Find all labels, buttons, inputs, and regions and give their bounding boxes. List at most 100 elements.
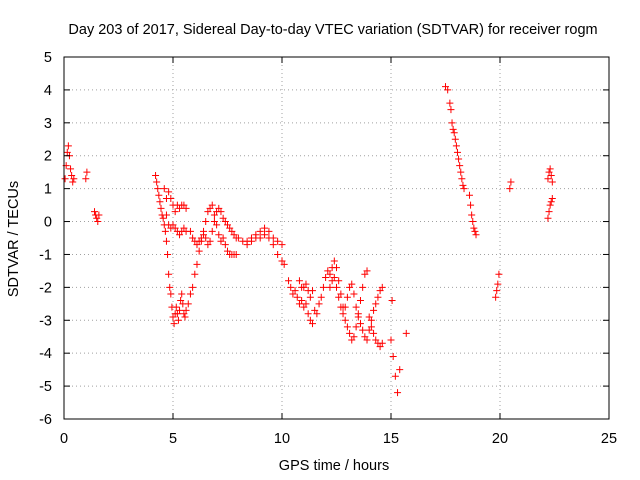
data-point-0-14 bbox=[94, 218, 102, 226]
data-point-0-207 bbox=[378, 339, 386, 347]
data-point-0-210 bbox=[391, 372, 399, 380]
data-point-0-10 bbox=[83, 168, 91, 176]
data-point-0-186 bbox=[348, 280, 356, 288]
data-point-0-197 bbox=[372, 300, 380, 308]
data-point-0-169 bbox=[350, 333, 358, 341]
chart-title: Day 203 of 2017, Sidereal Day-to-day VTE… bbox=[68, 22, 597, 38]
data-point-0-143 bbox=[309, 320, 317, 328]
data-point-0-249 bbox=[544, 175, 552, 183]
data-point-0-243 bbox=[507, 178, 515, 186]
x-axis-label: GPS time / hours bbox=[279, 458, 389, 474]
data-point-0-158 bbox=[326, 270, 334, 278]
data-point-0-246 bbox=[546, 201, 554, 209]
data-point-0-16 bbox=[152, 171, 160, 179]
data-point-0-28 bbox=[165, 270, 173, 278]
data-point-0-103 bbox=[217, 208, 225, 216]
data-point-0-141 bbox=[304, 310, 312, 318]
data-point-0-127 bbox=[265, 234, 273, 242]
data-point-0-156 bbox=[322, 273, 330, 281]
data-point-0-226 bbox=[456, 162, 464, 170]
data-points bbox=[61, 83, 556, 397]
data-point-0-245 bbox=[545, 208, 553, 216]
data-point-0-198 bbox=[374, 293, 382, 301]
data-point-0-213 bbox=[388, 297, 396, 305]
data-point-0-202 bbox=[367, 323, 375, 331]
y-tick-label-7: 1 bbox=[44, 182, 52, 198]
data-point-0-242 bbox=[506, 185, 514, 193]
data-point-0-175 bbox=[363, 267, 371, 275]
data-point-0-38 bbox=[176, 306, 184, 314]
data-point-0-37 bbox=[174, 316, 182, 324]
data-point-0-235 bbox=[470, 224, 478, 232]
data-point-0-117 bbox=[261, 224, 269, 232]
data-point-0-121 bbox=[278, 241, 286, 249]
data-point-0-49 bbox=[193, 260, 201, 268]
data-point-0-193 bbox=[363, 336, 371, 344]
data-point-0-154 bbox=[317, 293, 325, 301]
data-point-0-45 bbox=[184, 300, 192, 308]
data-point-0-8 bbox=[70, 175, 78, 183]
x-axis-tick-labels: 0 5 10 15 20 25 bbox=[60, 431, 617, 447]
data-point-0-236 bbox=[471, 227, 479, 235]
data-point-0-35 bbox=[172, 303, 180, 311]
data-point-0-71 bbox=[167, 195, 175, 203]
data-point-0-241 bbox=[495, 270, 503, 278]
x-tick-label-1: 5 bbox=[169, 431, 177, 447]
data-point-0-221 bbox=[450, 129, 458, 137]
data-point-0-53 bbox=[202, 218, 210, 226]
data-point-0-44 bbox=[182, 306, 190, 314]
data-point-0-48 bbox=[191, 270, 199, 278]
data-point-0-148 bbox=[302, 280, 310, 288]
data-point-0-223 bbox=[452, 142, 460, 150]
data-point-0-21 bbox=[157, 204, 165, 212]
data-point-0-252 bbox=[547, 171, 555, 179]
data-point-0-190 bbox=[356, 320, 364, 328]
data-point-0-17 bbox=[153, 178, 161, 186]
y-tick-label-1: -5 bbox=[39, 379, 52, 395]
data-point-0-26 bbox=[162, 237, 170, 245]
data-point-0-73 bbox=[171, 208, 179, 216]
data-point-0-152 bbox=[313, 310, 321, 318]
data-point-0-150 bbox=[306, 293, 314, 301]
data-point-0-220 bbox=[449, 125, 457, 133]
data-point-0-151 bbox=[309, 287, 317, 295]
data-point-0-128 bbox=[269, 241, 277, 249]
data-point-0-132 bbox=[285, 277, 293, 285]
data-point-0-237 bbox=[472, 231, 480, 239]
data-point-0-160 bbox=[330, 257, 338, 265]
data-point-0-67 bbox=[232, 250, 240, 258]
data-point-0-178 bbox=[330, 273, 338, 281]
data-point-0-173 bbox=[359, 283, 367, 291]
data-point-0-18 bbox=[154, 185, 162, 193]
data-point-0-251 bbox=[546, 165, 554, 173]
data-point-0-248 bbox=[548, 195, 556, 203]
data-point-0-50 bbox=[195, 247, 203, 255]
data-point-0-228 bbox=[458, 175, 466, 183]
data-point-0-183 bbox=[341, 303, 349, 311]
data-point-0-247 bbox=[547, 198, 555, 206]
data-point-0-40 bbox=[178, 290, 186, 298]
x-tick-label-5: 25 bbox=[601, 431, 617, 447]
data-point-0-200 bbox=[378, 283, 386, 291]
plot-frame bbox=[63, 56, 610, 420]
data-point-0-27 bbox=[164, 250, 172, 258]
y-tick-label-6: 0 bbox=[44, 215, 52, 231]
data-point-0-162 bbox=[335, 277, 343, 285]
data-point-0-166 bbox=[343, 323, 351, 331]
data-point-0-129 bbox=[274, 250, 282, 258]
data-point-0-47 bbox=[189, 283, 197, 291]
y-tick-label-10: 4 bbox=[44, 83, 52, 99]
data-point-0-218 bbox=[447, 106, 455, 114]
data-point-0-100 bbox=[210, 218, 218, 226]
data-point-0-116 bbox=[256, 227, 264, 235]
data-point-0-188 bbox=[352, 303, 360, 311]
data-point-0-99 bbox=[208, 227, 216, 235]
data-point-0-229 bbox=[459, 181, 467, 189]
data-point-0-222 bbox=[451, 135, 459, 143]
data-point-0-46 bbox=[186, 290, 194, 298]
data-point-0-120 bbox=[274, 237, 282, 245]
data-point-0-125 bbox=[256, 234, 264, 242]
x-tick-label-2: 10 bbox=[274, 431, 290, 447]
data-point-0-238 bbox=[492, 293, 500, 301]
